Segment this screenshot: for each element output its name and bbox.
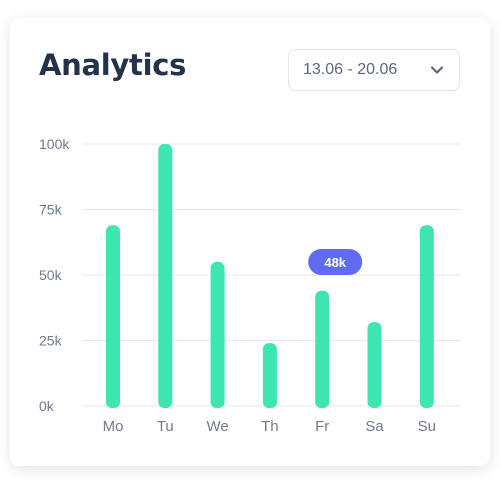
bar-th[interactable] — [262, 343, 277, 408]
bars — [106, 144, 434, 408]
x-category-label: Su — [418, 418, 436, 435]
y-tick-label: 50k — [39, 267, 63, 283]
x-category-label: Tu — [157, 418, 174, 435]
analytics-card: Analytics 13.06 - 20.06 — [10, 18, 490, 466]
date-range-value: 13.06 - 20.06 — [303, 61, 398, 78]
bar-fr[interactable] — [315, 290, 330, 408]
date-range-select[interactable]: 13.06 - 20.06 — [288, 49, 460, 91]
tooltip-value: 48k — [324, 255, 346, 270]
chevron-down-icon[interactable] — [430, 63, 444, 77]
bar-mo[interactable] — [106, 225, 120, 408]
x-category-label: Th — [261, 418, 279, 435]
y-tick-label: 100k — [39, 136, 70, 152]
bar-sa[interactable] — [367, 322, 382, 408]
page-title: Analytics — [39, 48, 187, 82]
y-tick-label: 75k — [39, 202, 63, 218]
bar-su[interactable] — [419, 225, 434, 408]
x-category-label: We — [206, 418, 228, 435]
y-tick-label: 25k — [39, 333, 63, 349]
y-axis-ticks: 0k 25k 50k 75k 100k — [39, 136, 70, 414]
y-tick-label: 0k — [39, 398, 55, 414]
bar-tu[interactable] — [158, 144, 173, 408]
tooltip-bubble — [308, 249, 363, 275]
x-category-label: Mo — [103, 418, 124, 435]
x-category-label: Fr — [315, 418, 329, 435]
x-axis-labels: Mo Tu We Th Fr Sa Su — [103, 418, 436, 435]
x-category-label: Sa — [365, 418, 384, 435]
bar-we[interactable] — [210, 261, 225, 408]
tooltip: 48k — [308, 249, 363, 275]
